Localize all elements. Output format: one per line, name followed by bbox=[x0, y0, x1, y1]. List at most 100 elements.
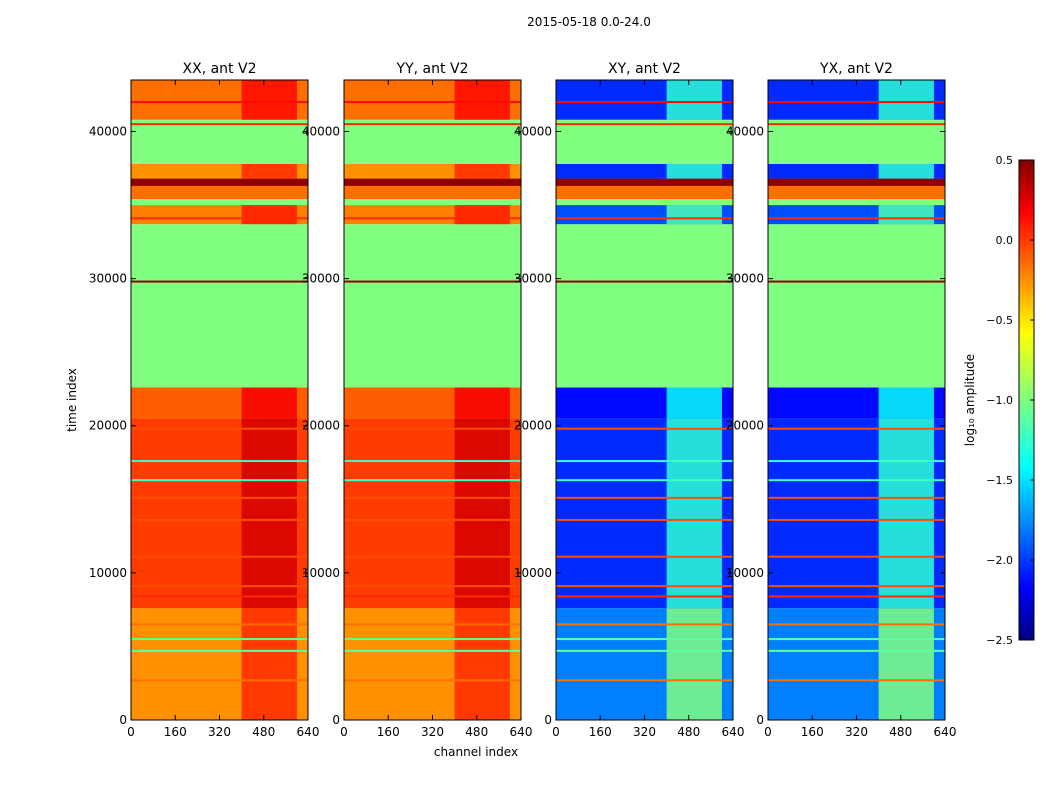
rfi-band bbox=[241, 387, 297, 419]
time-line bbox=[556, 638, 733, 641]
x-axis-label: channel index bbox=[434, 745, 518, 759]
time-line bbox=[131, 638, 308, 641]
y-tick-label: 0 bbox=[544, 713, 552, 727]
y-tick-label: 20000 bbox=[302, 419, 340, 433]
figure-suptitle: 2015-05-18 0.0-24.0 bbox=[527, 15, 651, 29]
x-tick-label: 160 bbox=[377, 725, 400, 739]
colorbar: 0.5 0.0 −0.5 −1.0 −1.5 −2.0 −2.5 log₁₀ amplitu… bbox=[963, 154, 1035, 647]
x-tick-label: 320 bbox=[845, 725, 868, 739]
time-segment bbox=[556, 199, 733, 206]
rfi-band bbox=[666, 205, 722, 225]
time-line bbox=[344, 518, 521, 521]
rfi-band bbox=[878, 418, 934, 609]
colorbar-tick-label: −0.5 bbox=[986, 314, 1013, 327]
time-line bbox=[131, 623, 308, 626]
time-segment bbox=[131, 224, 308, 388]
time-line bbox=[556, 649, 733, 652]
time-line bbox=[768, 623, 945, 626]
time-line bbox=[344, 496, 521, 499]
time-line bbox=[131, 595, 308, 598]
rfi-band bbox=[454, 418, 510, 609]
panel-0: XX, ant V2 0 160 320 480 640 0 10000 20000 30000 4… bbox=[89, 61, 320, 739]
time-segment bbox=[344, 119, 521, 164]
panel-title: YY, ant V2 bbox=[396, 61, 469, 77]
time-line bbox=[556, 585, 733, 588]
time-line bbox=[768, 518, 945, 521]
time-line bbox=[556, 101, 733, 104]
panel-title: YX, ant V2 bbox=[819, 61, 893, 77]
time-line bbox=[131, 460, 308, 463]
y-tick-label: 20000 bbox=[726, 419, 764, 433]
time-segment bbox=[768, 199, 945, 206]
time-line bbox=[556, 595, 733, 598]
time-line bbox=[556, 623, 733, 626]
time-line bbox=[344, 595, 521, 598]
time-line bbox=[344, 427, 521, 430]
time-line bbox=[556, 280, 733, 283]
x-tick-label: 320 bbox=[208, 725, 231, 739]
rfi-band bbox=[454, 387, 510, 419]
x-tick-label: 480 bbox=[889, 725, 912, 739]
rfi-band bbox=[454, 205, 510, 225]
y-axis-label: time index bbox=[65, 368, 79, 432]
time-line bbox=[131, 479, 308, 482]
colorbar-tick-label: 0.0 bbox=[996, 234, 1014, 247]
time-line bbox=[768, 479, 945, 482]
time-line bbox=[344, 280, 521, 283]
x-tick-label: 640 bbox=[510, 725, 533, 739]
rfi-band bbox=[878, 608, 934, 720]
time-segment bbox=[344, 224, 521, 388]
time-segment bbox=[131, 199, 308, 206]
colorbar-tick-label: −2.5 bbox=[986, 634, 1013, 647]
time-line bbox=[556, 427, 733, 430]
x-tick-label: 480 bbox=[677, 725, 700, 739]
y-tick-label: 20000 bbox=[89, 419, 127, 433]
y-tick-label: 30000 bbox=[726, 272, 764, 286]
panel-1: YY, ant V2 0 160 320 480 640 0 10000 20000 30000 4… bbox=[302, 61, 533, 739]
x-tick-label: 0 bbox=[340, 725, 348, 739]
colorbar-tick-label: 0.5 bbox=[996, 154, 1014, 167]
time-segment bbox=[556, 224, 733, 388]
time-line bbox=[131, 427, 308, 430]
rfi-band bbox=[666, 80, 722, 120]
time-line bbox=[768, 585, 945, 588]
y-tick-label: 30000 bbox=[89, 272, 127, 286]
time-line bbox=[556, 555, 733, 558]
colorbar-label: log₁₀ amplitude bbox=[963, 354, 977, 446]
time-line bbox=[344, 649, 521, 652]
y-tick-label: 0 bbox=[756, 713, 764, 727]
time-segment bbox=[344, 178, 521, 186]
time-segment bbox=[768, 178, 945, 186]
time-line bbox=[556, 496, 733, 499]
time-segment bbox=[131, 185, 308, 200]
time-line bbox=[131, 217, 308, 220]
rfi-band bbox=[454, 608, 510, 720]
rfi-band bbox=[878, 205, 934, 225]
time-line bbox=[131, 679, 308, 682]
time-line bbox=[556, 679, 733, 682]
rfi-band bbox=[878, 80, 934, 120]
time-segment bbox=[556, 185, 733, 200]
time-line bbox=[131, 101, 308, 104]
x-tick-label: 320 bbox=[633, 725, 656, 739]
time-line bbox=[344, 217, 521, 220]
time-line bbox=[768, 555, 945, 558]
rfi-band bbox=[666, 163, 722, 179]
rfi-band bbox=[878, 163, 934, 179]
time-segment bbox=[768, 185, 945, 200]
time-segment bbox=[768, 224, 945, 388]
y-tick-label: 40000 bbox=[302, 124, 340, 138]
rfi-band bbox=[241, 163, 297, 179]
rfi-band bbox=[454, 163, 510, 179]
time-line bbox=[768, 595, 945, 598]
time-line bbox=[768, 679, 945, 682]
rfi-band bbox=[241, 608, 297, 720]
colorbar-tick-label: −2.0 bbox=[986, 554, 1013, 567]
rfi-band bbox=[454, 80, 510, 120]
y-tick-label: 20000 bbox=[514, 419, 552, 433]
time-line bbox=[344, 638, 521, 641]
colorbar-tick-label: −1.0 bbox=[986, 394, 1013, 407]
panel-title: XY, ant V2 bbox=[608, 61, 681, 77]
y-tick-label: 40000 bbox=[726, 124, 764, 138]
time-line bbox=[344, 679, 521, 682]
